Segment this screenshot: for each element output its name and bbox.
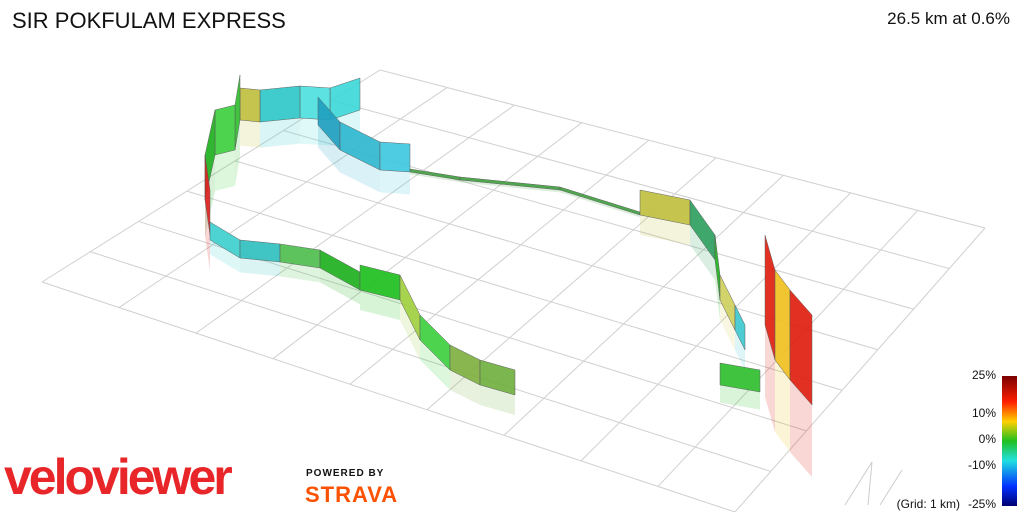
grid-line [349, 139, 650, 385]
route-wall [379, 141, 411, 173]
legend-label: 10% [971, 406, 996, 420]
route-shadow [380, 170, 410, 195]
route-shadow [735, 330, 745, 370]
grid-line [90, 251, 771, 472]
route-shadow [210, 240, 240, 273]
route-shadow [400, 300, 420, 360]
logo-text: veloviewer [4, 449, 233, 505]
legend-label: -10% [967, 458, 996, 472]
gradient-scale [1002, 376, 1017, 506]
grid-line [503, 174, 784, 436]
route-shadow [240, 120, 260, 148]
legend-label: 0% [978, 432, 996, 446]
route-wall [239, 239, 281, 263]
route-shadow [320, 268, 360, 305]
route-shadow [410, 172, 460, 183]
grid [41, 69, 986, 512]
route-shadow [450, 370, 480, 405]
grid-line [331, 99, 950, 270]
grid-note: (Grid: 1 km) [896, 497, 960, 511]
route-shadow [235, 120, 240, 186]
route-wall [479, 359, 516, 396]
title: SIR POKFULAM EXPRESS [12, 8, 286, 33]
compass [844, 461, 903, 506]
route-shadow [460, 180, 560, 193]
route-wall [259, 85, 301, 123]
grid-line [186, 190, 843, 391]
route-shadow [280, 262, 320, 283]
route-shadow [560, 190, 640, 218]
route-shadow [715, 260, 720, 320]
route-wall [239, 87, 261, 123]
route-shadow [690, 225, 715, 280]
route-wall [789, 289, 813, 406]
powered-by: POWERED BY [306, 468, 385, 479]
logo: veloviewer [4, 448, 233, 506]
strava-logo: STRAVA [305, 482, 399, 507]
route-shadow [720, 385, 760, 410]
route-shadow [215, 150, 235, 191]
route-shadow [340, 150, 380, 193]
grid-line [195, 104, 515, 334]
route-shadow [790, 380, 812, 477]
route [204, 74, 813, 477]
route-wall [734, 304, 746, 351]
grid-line [379, 69, 986, 229]
route-wall [719, 362, 761, 393]
route-shadow [420, 340, 450, 390]
route-shadow [205, 200, 210, 271]
grid-line [118, 87, 448, 308]
route-shadow [240, 258, 280, 277]
legend-label: 25% [971, 368, 996, 382]
route-shadow [318, 125, 340, 173]
grid-line [272, 122, 582, 360]
grid-line [734, 227, 986, 512]
legend-label: -25% [967, 497, 996, 511]
route-shadow [720, 300, 735, 350]
route-shadow [775, 360, 790, 452]
grid-line [580, 192, 851, 462]
route-shadow [260, 118, 300, 148]
route-wall [214, 104, 236, 156]
grid-line [41, 281, 736, 512]
route-wall [559, 186, 641, 216]
stats: 26.5 km at 0.6% [887, 9, 1010, 28]
